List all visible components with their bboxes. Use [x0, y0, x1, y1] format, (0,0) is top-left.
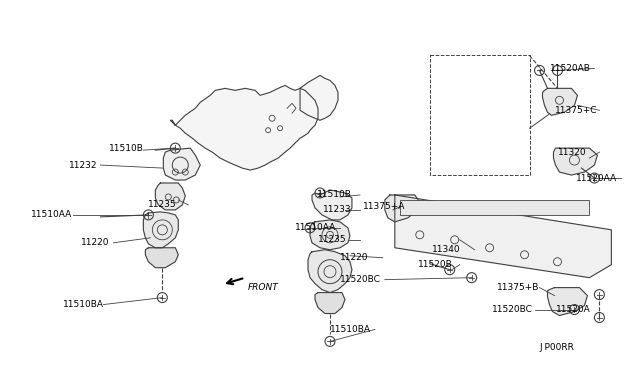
- Text: 11520A: 11520A: [556, 305, 590, 314]
- Text: 11510BA: 11510BA: [330, 325, 371, 334]
- Text: FRONT: FRONT: [248, 283, 279, 292]
- Text: 11375+B: 11375+B: [497, 283, 539, 292]
- Text: 11375+C: 11375+C: [554, 106, 597, 115]
- Text: 11520AB: 11520AB: [550, 64, 590, 73]
- Text: 11232: 11232: [68, 161, 97, 170]
- FancyBboxPatch shape: [400, 200, 589, 215]
- Polygon shape: [315, 293, 345, 314]
- Text: 11510AA: 11510AA: [31, 211, 72, 219]
- Polygon shape: [310, 220, 350, 250]
- Text: 11233: 11233: [323, 205, 351, 214]
- Polygon shape: [554, 148, 597, 175]
- Polygon shape: [308, 250, 352, 293]
- Polygon shape: [547, 288, 588, 315]
- Text: 11340: 11340: [432, 245, 460, 254]
- Polygon shape: [300, 76, 338, 120]
- Polygon shape: [145, 248, 179, 268]
- Text: 11510BA: 11510BA: [63, 300, 104, 309]
- Polygon shape: [543, 89, 577, 115]
- Text: 11235: 11235: [148, 201, 177, 209]
- Polygon shape: [156, 183, 186, 210]
- Text: 11520BC: 11520BC: [492, 305, 532, 314]
- Text: 11235: 11235: [318, 235, 347, 244]
- Text: 11510AA: 11510AA: [295, 223, 336, 232]
- Text: 11510B: 11510B: [317, 190, 352, 199]
- Polygon shape: [385, 195, 420, 222]
- Text: J P00RR: J P00RR: [540, 343, 574, 352]
- Polygon shape: [163, 148, 200, 180]
- Polygon shape: [170, 86, 318, 170]
- Text: 11220: 11220: [81, 238, 109, 247]
- Polygon shape: [312, 190, 352, 220]
- Text: 11375+A: 11375+A: [363, 202, 405, 211]
- Polygon shape: [143, 212, 179, 248]
- Text: 11520B: 11520B: [418, 260, 452, 269]
- Polygon shape: [395, 195, 611, 278]
- Text: 11520BC: 11520BC: [340, 275, 381, 284]
- Text: 11520AA: 11520AA: [577, 173, 618, 183]
- Text: 11320: 11320: [557, 148, 586, 157]
- Text: 11220: 11220: [340, 253, 369, 262]
- Text: 11510B: 11510B: [108, 144, 143, 153]
